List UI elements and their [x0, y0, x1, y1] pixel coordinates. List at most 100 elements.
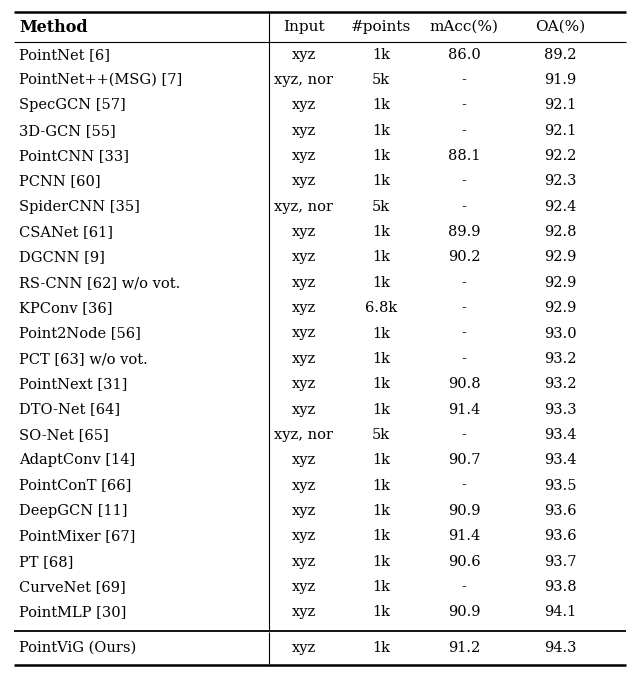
Text: 1k: 1k — [372, 326, 390, 341]
Text: DeepGCN [11]: DeepGCN [11] — [19, 504, 128, 518]
Text: PointNet++(MSG) [7]: PointNet++(MSG) [7] — [19, 73, 182, 87]
Text: OA(%): OA(%) — [535, 20, 585, 34]
Text: 1k: 1k — [372, 605, 390, 619]
Text: xyz: xyz — [292, 98, 316, 113]
Text: CurveNet [69]: CurveNet [69] — [19, 580, 126, 594]
Text: xyz: xyz — [292, 301, 316, 315]
Text: SO-Net [65]: SO-Net [65] — [19, 428, 109, 442]
Text: 1k: 1k — [372, 48, 390, 61]
Text: xyz: xyz — [292, 174, 316, 189]
Text: 1k: 1k — [372, 124, 390, 138]
Text: PointNext [31]: PointNext [31] — [19, 377, 127, 391]
Text: PT [68]: PT [68] — [19, 555, 74, 569]
Text: -: - — [461, 98, 467, 113]
Text: PointCNN [33]: PointCNN [33] — [19, 149, 129, 163]
Text: xyz: xyz — [292, 555, 316, 569]
Text: 93.6: 93.6 — [544, 529, 576, 543]
Text: 93.6: 93.6 — [544, 504, 576, 518]
Text: PointMLP [30]: PointMLP [30] — [19, 605, 127, 619]
Text: 86.0: 86.0 — [447, 48, 481, 61]
Text: mAcc(%): mAcc(%) — [429, 20, 499, 34]
Text: 1k: 1k — [372, 641, 390, 655]
Text: -: - — [461, 199, 467, 214]
Text: 93.2: 93.2 — [544, 377, 576, 391]
Text: PointMixer [67]: PointMixer [67] — [19, 529, 136, 543]
Text: 1k: 1k — [372, 454, 390, 467]
Text: PointConT [66]: PointConT [66] — [19, 479, 132, 492]
Text: Method: Method — [19, 18, 88, 36]
Text: 5k: 5k — [372, 428, 390, 442]
Text: 92.4: 92.4 — [544, 199, 576, 214]
Text: 6.8k: 6.8k — [365, 301, 397, 315]
Text: xyz: xyz — [292, 529, 316, 543]
Text: -: - — [461, 352, 467, 366]
Text: 1k: 1k — [372, 580, 390, 594]
Text: 1k: 1k — [372, 504, 390, 518]
Text: xyz: xyz — [292, 377, 316, 391]
Text: 90.6: 90.6 — [448, 555, 480, 569]
Text: -: - — [461, 301, 467, 315]
Text: 93.3: 93.3 — [544, 402, 576, 417]
Text: 1k: 1k — [372, 479, 390, 492]
Text: 5k: 5k — [372, 199, 390, 214]
Text: 89.2: 89.2 — [544, 48, 576, 61]
Text: xyz: xyz — [292, 454, 316, 467]
Text: -: - — [461, 124, 467, 138]
Text: 88.1: 88.1 — [448, 149, 480, 163]
Text: 91.4: 91.4 — [448, 529, 480, 543]
Text: xyz: xyz — [292, 641, 316, 655]
Text: 1k: 1k — [372, 98, 390, 113]
Text: 92.1: 92.1 — [544, 98, 576, 113]
Text: SpecGCN [57]: SpecGCN [57] — [19, 98, 126, 113]
Text: 94.3: 94.3 — [544, 641, 576, 655]
Text: 93.0: 93.0 — [544, 326, 576, 341]
Text: 92.1: 92.1 — [544, 124, 576, 138]
Text: xyz: xyz — [292, 580, 316, 594]
Text: PCT [63] w/o vot.: PCT [63] w/o vot. — [19, 352, 148, 366]
Text: 94.1: 94.1 — [544, 605, 576, 619]
Text: xyz: xyz — [292, 225, 316, 239]
Text: 93.2: 93.2 — [544, 352, 576, 366]
Text: -: - — [461, 580, 467, 594]
Text: xyz: xyz — [292, 352, 316, 366]
Text: 92.9: 92.9 — [544, 301, 576, 315]
Text: RS-CNN [62] w/o vot.: RS-CNN [62] w/o vot. — [19, 276, 180, 290]
Text: xyz: xyz — [292, 326, 316, 341]
Text: xyz: xyz — [292, 124, 316, 138]
Text: 92.3: 92.3 — [544, 174, 576, 189]
Text: 1k: 1k — [372, 402, 390, 417]
Text: 1k: 1k — [372, 352, 390, 366]
Text: 91.9: 91.9 — [544, 73, 576, 87]
Text: 1k: 1k — [372, 174, 390, 189]
Text: Point2Node [56]: Point2Node [56] — [19, 326, 141, 341]
Text: 89.9: 89.9 — [448, 225, 480, 239]
Text: xyz: xyz — [292, 251, 316, 264]
Text: xyz: xyz — [292, 276, 316, 290]
Text: 1k: 1k — [372, 251, 390, 264]
Text: 5k: 5k — [372, 73, 390, 87]
Text: KPConv [36]: KPConv [36] — [19, 301, 113, 315]
Text: 90.8: 90.8 — [448, 377, 480, 391]
Text: 90.2: 90.2 — [448, 251, 480, 264]
Text: 1k: 1k — [372, 377, 390, 391]
Text: 92.9: 92.9 — [544, 276, 576, 290]
Text: 93.4: 93.4 — [544, 428, 576, 442]
Text: 92.2: 92.2 — [544, 149, 576, 163]
Text: CSANet [61]: CSANet [61] — [19, 225, 113, 239]
Text: PCNN [60]: PCNN [60] — [19, 174, 101, 189]
Text: DGCNN [9]: DGCNN [9] — [19, 251, 105, 264]
Text: SpiderCNN [35]: SpiderCNN [35] — [19, 199, 140, 214]
Text: PointViG (Ours): PointViG (Ours) — [19, 641, 136, 655]
Text: xyz: xyz — [292, 504, 316, 518]
Text: DTO-Net [64]: DTO-Net [64] — [19, 402, 120, 417]
Text: -: - — [461, 326, 467, 341]
Text: 1k: 1k — [372, 225, 390, 239]
Text: -: - — [461, 276, 467, 290]
Text: 91.4: 91.4 — [448, 402, 480, 417]
Text: xyz, nor: xyz, nor — [275, 73, 333, 87]
Text: 1k: 1k — [372, 529, 390, 543]
Text: 90.9: 90.9 — [448, 504, 480, 518]
Text: PointNet [6]: PointNet [6] — [19, 48, 110, 61]
Text: 93.8: 93.8 — [544, 580, 576, 594]
Text: 1k: 1k — [372, 149, 390, 163]
